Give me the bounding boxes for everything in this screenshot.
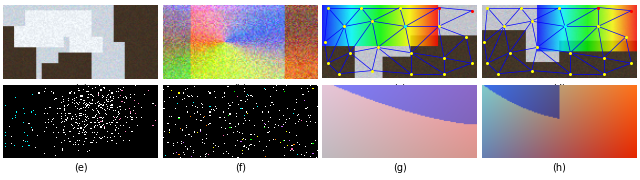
Text: (c): (c) [394,83,406,93]
Text: (e): (e) [74,163,88,173]
Text: (b): (b) [234,83,247,93]
Text: (d): (d) [552,83,566,93]
Text: (h): (h) [552,163,566,173]
Text: (a): (a) [74,83,88,93]
Text: (f): (f) [235,163,246,173]
Text: (g): (g) [393,163,406,173]
